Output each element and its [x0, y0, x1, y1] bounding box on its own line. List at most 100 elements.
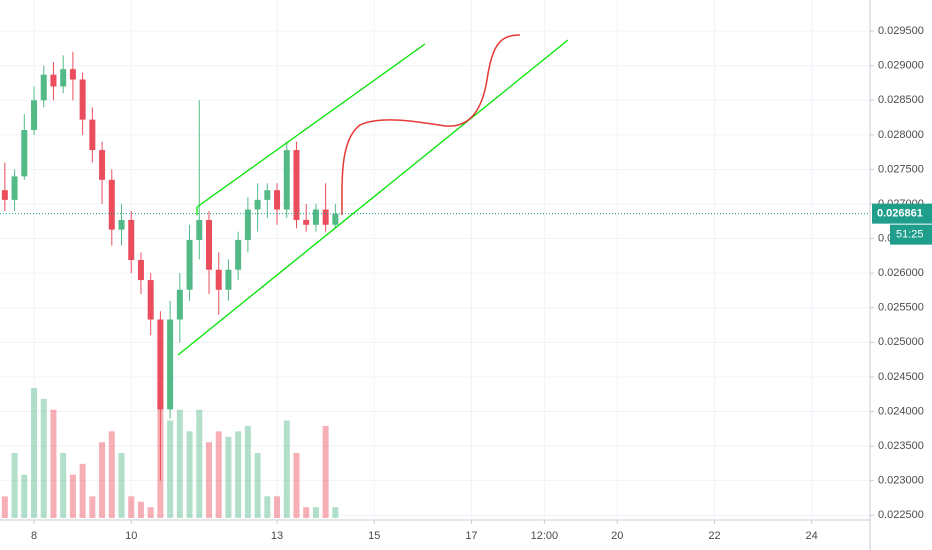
candle-body	[11, 176, 18, 200]
candle-body	[147, 280, 154, 320]
volume-bar	[196, 409, 203, 518]
grid	[0, 0, 870, 518]
candle-body	[31, 100, 38, 131]
volume-bar	[176, 409, 183, 518]
y-tick-label: 0.029500	[878, 25, 924, 37]
volume-bar	[108, 431, 115, 518]
volume-bar	[264, 496, 271, 518]
y-tick-label: 0.024000	[878, 405, 924, 417]
countdown-box	[890, 224, 932, 245]
candle-body	[108, 179, 115, 230]
candle-body	[1, 190, 8, 200]
x-tick-label: 12:00	[531, 530, 559, 542]
x-tick-label: 13	[271, 530, 283, 542]
drawings	[177, 34, 569, 356]
candle-body	[99, 150, 106, 180]
volume-bar	[186, 431, 193, 518]
x-tick-label: 10	[125, 530, 137, 542]
candle-body	[157, 319, 164, 410]
volume-bar	[225, 436, 232, 518]
axes: 0.022500 0.023000 0.023500 0.024000 0.024500…	[31, 25, 924, 542]
projection-curve	[341, 34, 521, 216]
volume-bar	[167, 420, 174, 518]
y-tick-label: 0.023500	[878, 440, 924, 452]
y-tick-label: 0.028500	[878, 94, 924, 106]
candle-body	[89, 119, 96, 151]
y-tick-label: 0.026000	[878, 267, 924, 279]
volume-bar	[31, 388, 38, 518]
channel-upper	[196, 43, 426, 208]
volume-bar	[147, 507, 154, 518]
volume-bar	[235, 431, 242, 518]
x-tick-label: 17	[465, 530, 477, 542]
candle-body	[274, 190, 281, 210]
x-tick-label: 24	[806, 530, 818, 542]
candle-body	[137, 260, 144, 281]
volume-bar	[1, 496, 8, 518]
x-tick-label: 15	[368, 530, 380, 542]
countdown-label: 51:25	[896, 229, 924, 241]
last-price-box	[872, 203, 932, 224]
volume-bar	[137, 501, 144, 518]
candle-body	[225, 269, 232, 290]
y-tick-label: 0.029000	[878, 60, 924, 72]
volume-bar	[322, 425, 329, 518]
candle-body	[50, 74, 57, 87]
volume-bar	[274, 496, 281, 518]
volume-bar	[205, 442, 212, 518]
channel-lower	[177, 39, 569, 356]
candle-body	[312, 209, 319, 225]
volume-bar	[21, 474, 28, 518]
volume-bar	[11, 453, 18, 518]
candle-body	[283, 150, 290, 210]
candle-body	[332, 213, 339, 225]
y-tick-label: 0.025500	[878, 302, 924, 314]
volume-bar	[40, 398, 47, 518]
volume-bar	[283, 420, 290, 518]
x-tick-label: 8	[31, 530, 37, 542]
candle-body	[322, 209, 329, 225]
candle-body	[79, 79, 86, 120]
volume-bar	[89, 496, 96, 518]
candle-body	[235, 239, 242, 270]
volume-bar	[50, 409, 57, 518]
volume-bar	[69, 474, 76, 518]
volume-bar	[303, 507, 310, 518]
candle-body	[60, 69, 67, 87]
volume-bar	[293, 453, 300, 518]
x-tick-label: 22	[708, 530, 720, 542]
candle-body	[21, 130, 28, 177]
candle-body	[215, 269, 222, 290]
candle-body	[167, 319, 174, 410]
candle-body	[40, 74, 47, 101]
candle-body	[254, 199, 261, 210]
volume-bar	[99, 442, 106, 518]
last-price-label: 0.026861	[877, 208, 923, 220]
volume-bar	[79, 463, 86, 518]
volume-bar	[312, 507, 319, 518]
candle-layer	[1, 51, 339, 481]
candle-body	[244, 209, 251, 240]
volume-bar	[128, 496, 135, 518]
volume-bar	[244, 425, 251, 518]
candle-body	[118, 219, 125, 230]
volume-bar	[118, 453, 125, 518]
candle-body	[176, 289, 183, 320]
candle-body	[186, 239, 193, 290]
candle-body	[128, 219, 135, 261]
candle-body	[264, 190, 271, 200]
y-tick-label: 0.025000	[878, 336, 924, 348]
price-marker: 0.026861 51:25	[0, 203, 932, 245]
volume-bar	[60, 453, 67, 518]
y-tick-label: 0.023000	[878, 475, 924, 487]
candle-body	[205, 219, 212, 270]
volume-bar	[215, 431, 222, 518]
x-tick-label: 20	[611, 530, 623, 542]
volume-bar	[254, 453, 261, 518]
y-tick-label: 0.028000	[878, 129, 924, 141]
y-tick-label: 0.024500	[878, 371, 924, 383]
candle-body	[293, 150, 300, 220]
y-tick-label: 0.022500	[878, 509, 924, 521]
